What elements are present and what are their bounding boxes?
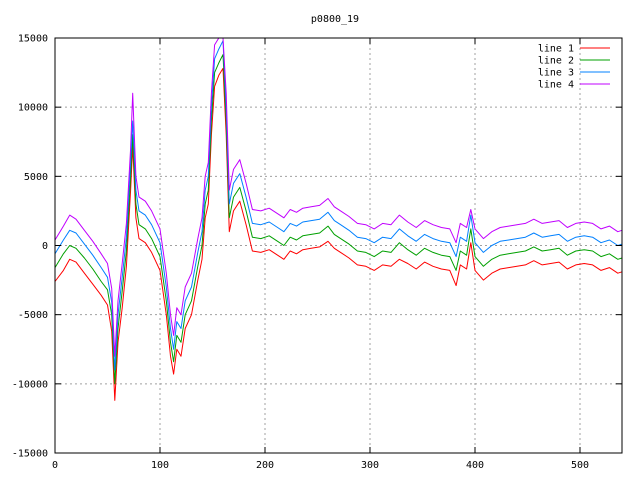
x-tick-label: 0 <box>52 460 58 471</box>
y-tick-label: 10000 <box>18 103 48 114</box>
x-tick-label: 400 <box>466 460 484 471</box>
x-tick-label: 200 <box>256 460 274 471</box>
y-tick-label: -15000 <box>12 449 48 460</box>
y-tick-label: 5000 <box>24 172 48 183</box>
x-tick-label: 500 <box>571 460 589 471</box>
y-tick-label: 0 <box>42 241 48 252</box>
legend-label-1: line 1 <box>538 44 574 55</box>
axis-ticks: 0 100 200 300 400 500 -15000 -10000 -5000 0 5000 10… <box>12 34 622 471</box>
x-tick-label: 100 <box>151 460 169 471</box>
x-tick-label: 300 <box>361 460 379 471</box>
series-lines <box>54 37 623 401</box>
legend-label-2: line 2 <box>538 56 574 67</box>
series-line-4 <box>54 37 623 357</box>
series-line-2 <box>54 54 623 385</box>
legend-label-3: line 3 <box>538 68 574 79</box>
y-tick-label: -5000 <box>18 310 48 321</box>
y-tick-label: -10000 <box>12 379 48 390</box>
chart-title: p0800_19 <box>311 14 359 25</box>
y-tick-label: 15000 <box>18 34 48 45</box>
grid-lines <box>55 38 622 453</box>
series-line-3 <box>54 40 623 371</box>
legend-label-4: line 4 <box>538 80 574 91</box>
series-line-1 <box>54 67 623 401</box>
